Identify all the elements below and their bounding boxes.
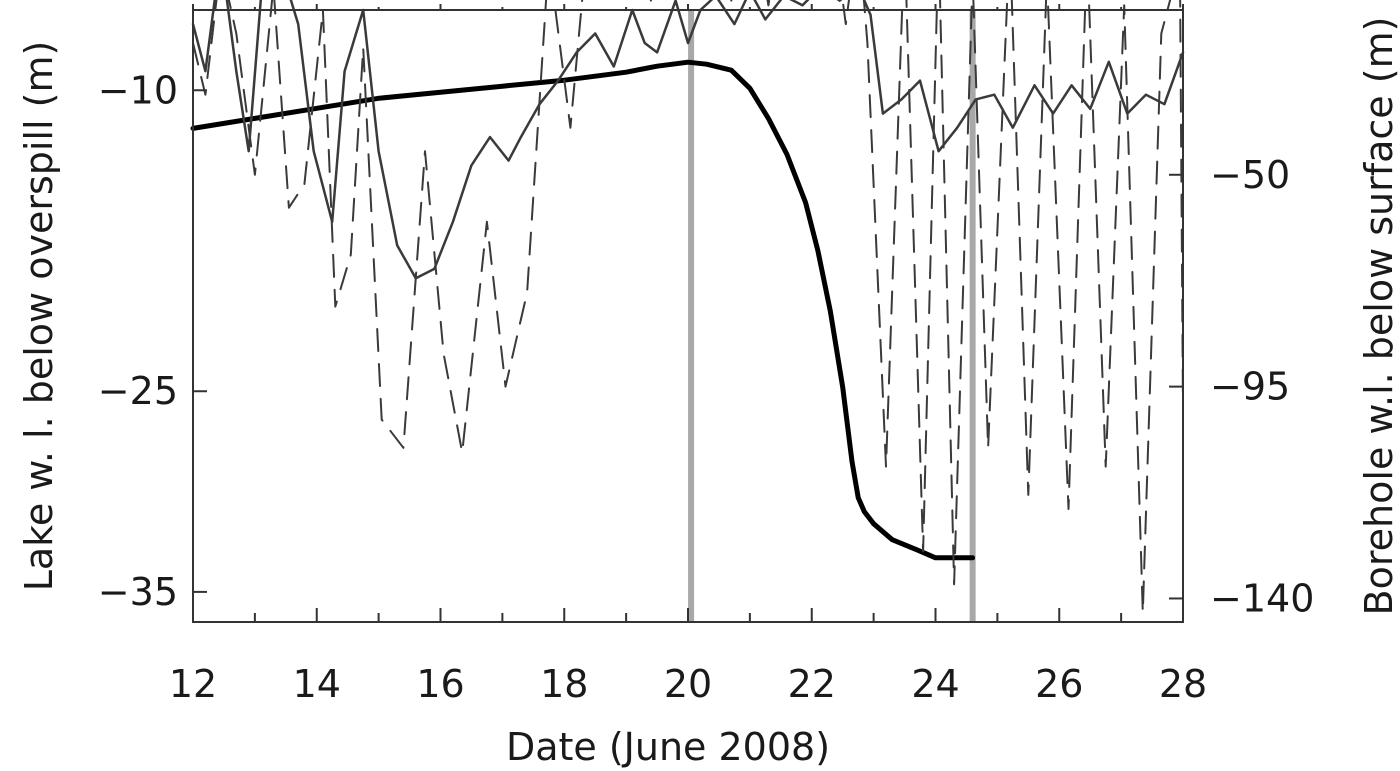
x-tick-label-18: 18 (540, 662, 588, 706)
x-tick-label-24: 24 (911, 662, 959, 706)
x-tick-label-12: 12 (169, 662, 217, 706)
x-tick-label-28: 28 (1159, 662, 1207, 706)
right-axis-title: Borehole w.l. below surface (m) (1357, 17, 1400, 616)
series-thick-solid-line (190, 59, 976, 561)
x-tick-label-20: 20 (664, 662, 712, 706)
left-tick-label--35: −35 (98, 570, 178, 614)
left-tick-label--10: −10 (98, 68, 178, 112)
left-axis-title: Lake w. l. below overspill (m) (17, 41, 61, 592)
series-solid-line (191, 0, 1185, 280)
x-tick-label-16: 16 (416, 662, 464, 706)
x-tick-label-14: 14 (293, 662, 341, 706)
x-axis-title: Date (June 2008) (506, 725, 830, 769)
vertical-markers (688, 10, 976, 622)
right-tick-label--50: −50 (1210, 153, 1290, 197)
x-tick-label-26: 26 (1035, 662, 1083, 706)
left-tick-label--25: −25 (98, 369, 178, 413)
series-dashed-line (192, 0, 1184, 614)
right-tick-label--95: −95 (1210, 365, 1290, 409)
right-tick-label--140: −140 (1210, 576, 1314, 620)
x-tick-label-22: 22 (788, 662, 836, 706)
series-layer (190, 0, 1185, 614)
ticks (192, 4, 1184, 622)
